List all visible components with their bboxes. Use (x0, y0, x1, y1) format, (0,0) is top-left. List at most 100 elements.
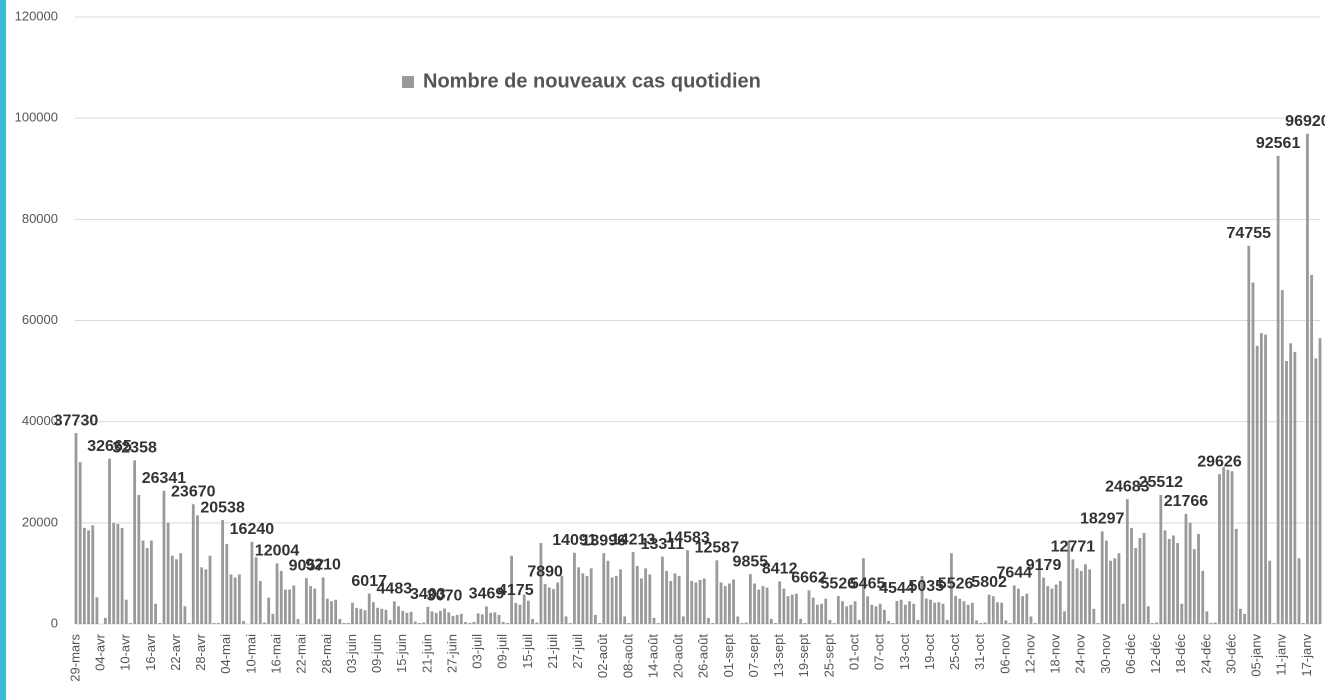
bar (1184, 513, 1188, 624)
data-label: 13996 (582, 532, 627, 549)
bar (221, 520, 224, 624)
data-label: 5035 (908, 578, 944, 595)
bar (288, 589, 292, 624)
bar (133, 460, 137, 624)
bar (547, 587, 551, 624)
bar (518, 604, 522, 624)
data-label: 4544 (879, 580, 915, 597)
bar (573, 552, 576, 624)
bar (866, 596, 870, 624)
x-tick-label: 12-nov (1022, 634, 1037, 674)
bar (1008, 622, 1012, 624)
legend: Nombre de nouveaux cas quotidien (402, 70, 761, 92)
data-label: 12771 (1051, 539, 1096, 556)
bar (355, 607, 359, 624)
bar (619, 569, 622, 624)
x-tick-label: 28-mai (319, 634, 334, 674)
bar (761, 586, 765, 624)
bar (129, 622, 132, 624)
bar (924, 598, 928, 624)
data-label: 5526 (821, 575, 857, 592)
bar (141, 540, 145, 624)
bar (263, 622, 266, 624)
x-tick-label: 01-sept (721, 634, 736, 678)
bar (1021, 596, 1025, 624)
data-label: 5526 (938, 575, 974, 592)
bar (862, 558, 865, 624)
bar (916, 619, 920, 624)
bar (413, 621, 417, 624)
bar (267, 597, 271, 624)
bar (815, 604, 819, 624)
bar (439, 610, 442, 624)
bar (485, 606, 488, 624)
data-label: 16240 (230, 521, 275, 538)
bar (342, 622, 346, 624)
bar (929, 599, 932, 624)
x-tick-label: 12-déc (1148, 634, 1163, 674)
bar (233, 577, 237, 624)
bar (782, 588, 786, 624)
bar (242, 620, 245, 624)
bar (568, 622, 572, 624)
bar (292, 585, 296, 624)
bar (895, 601, 899, 624)
bar (602, 553, 606, 624)
bar (384, 609, 388, 624)
bar (330, 601, 333, 624)
data-label: 13311 (641, 536, 685, 553)
bar (564, 616, 568, 624)
bar (1125, 499, 1129, 624)
data-label: 26341 (142, 470, 187, 487)
bar (1209, 622, 1213, 624)
bar (1213, 622, 1217, 624)
bar (631, 552, 635, 624)
data-label: 20538 (200, 499, 245, 516)
bar (778, 581, 782, 624)
bar (1063, 611, 1066, 624)
bar (1276, 155, 1280, 625)
bar (1130, 527, 1133, 624)
x-tick-label: 27-juin (444, 634, 459, 673)
bar (124, 599, 128, 624)
bar (1251, 282, 1255, 624)
bar (1029, 616, 1033, 624)
data-label: 9179 (1026, 557, 1062, 574)
bar (451, 615, 455, 624)
bar (1012, 585, 1016, 624)
bar (702, 578, 706, 624)
bar (983, 622, 987, 624)
x-tick-label: 11-janv (1274, 634, 1289, 676)
x-tick-label: 19-sept (796, 634, 811, 678)
bar (644, 568, 648, 624)
bar (878, 603, 882, 624)
bar (418, 622, 421, 624)
x-tick-label: 20-août (671, 634, 686, 678)
bar (359, 608, 363, 624)
bar (1000, 602, 1004, 624)
bar (950, 553, 953, 624)
bar (920, 575, 924, 624)
bar (1025, 593, 1029, 624)
bar (640, 578, 643, 624)
bar (715, 560, 719, 624)
bar (1188, 522, 1192, 624)
bar (857, 619, 861, 624)
bar (405, 612, 409, 624)
bar (1205, 611, 1209, 624)
data-label: 92561 (1256, 135, 1301, 152)
bar (1071, 559, 1075, 624)
bar (899, 599, 903, 624)
bar (1104, 540, 1108, 624)
bar (803, 622, 807, 624)
bar (1301, 622, 1305, 624)
y-tick-label: 60000 (22, 312, 58, 327)
x-tick-label: 15-juin (394, 634, 409, 673)
bar (154, 603, 157, 624)
bar (459, 613, 463, 624)
bar (1247, 245, 1251, 624)
bar (1272, 622, 1276, 624)
bar (799, 618, 803, 624)
bar (1050, 588, 1054, 624)
